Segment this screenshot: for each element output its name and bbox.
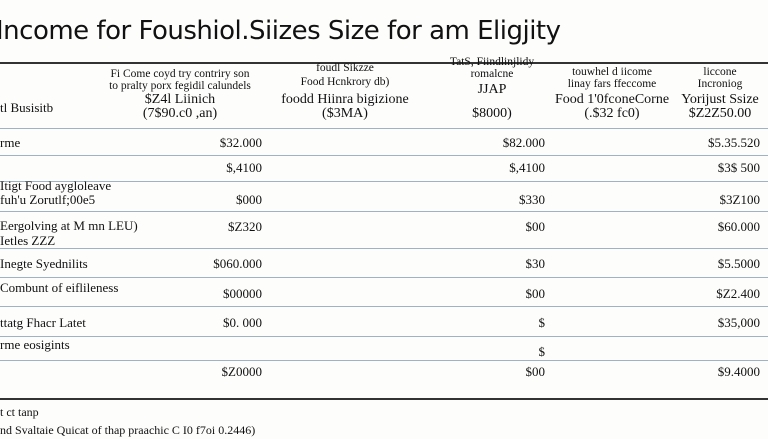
row-divider [0,211,768,212]
rule [0,62,768,64]
title: Income for Foushiol.Siizes Size for am E… [0,16,561,46]
rule [0,398,768,400]
column-header: $8000) [472,106,512,121]
cell-value: $35,000 [717,315,760,330]
column-header: (.$32 fc0) [584,106,640,121]
cell-value: $3$ 500 [717,160,760,175]
column-header: Food 1'0fconeCorne [554,92,670,107]
cell-value: $ [538,315,546,330]
cell-value: $3Z100 [719,192,760,207]
cell-value: $00 [525,286,546,301]
row-label: Combunt of eiflileness [0,280,119,295]
row-label: Ietles ZZZ [0,233,56,248]
column-header: TatS, Fiindlinjlidy [449,56,535,68]
column-header: $Z2Z50.00 [688,106,752,121]
row-label: rme [0,135,21,150]
column-header: Fi Come coyd try contriry son [110,68,250,80]
column-header: JJAP [477,82,507,97]
cell-value: $9.4000 [717,364,760,379]
cell-value: $82.000 [502,135,545,150]
row-label: ttatg Fhacr Latet [0,315,86,330]
cell-value: $00 [525,219,546,234]
cell-value: $ [538,344,546,359]
column-header: foudl Sikzze [316,62,374,74]
column-header: $Z4l Liinich [144,92,216,107]
row-label: fuh'u Zorutlf;00e5 [0,192,96,207]
cell-value: $Z2.400 [716,286,760,301]
row-divider [0,306,768,307]
column-header: (7$90.c0 ,an) [142,106,218,121]
footnote: nd Svaltaie Quicat of thap praachic C I0… [0,423,256,437]
row-divider [0,336,768,337]
row-divider [0,128,768,129]
row-label: rme eosigints [0,337,70,352]
cell-value: $00000 [223,286,262,301]
column-header: linay fars ffeccome [567,78,657,90]
column-header: liccone [703,66,737,78]
cell-value: $30 [525,256,546,271]
row-divider [0,277,768,278]
column-header: to pralty porx fegidil calundels [109,80,251,92]
column-header: Yorijust Ssize [681,92,759,107]
row-divider [0,155,768,156]
cell-value: $Z0000 [221,364,262,379]
cell-value: $060.000 [213,256,262,271]
column-header: touwhel d iicome [572,66,652,78]
cell-value: $00 [525,364,546,379]
cell-value: $5.5000 [717,256,760,271]
row-label: Itigt Food aygloleave [0,178,112,193]
row-divider [0,360,768,361]
row-label: Eergolving at M mn LEU) [0,218,138,233]
column-header: Food Hcnkrory db) [300,76,390,88]
cell-value: $000 [236,192,262,207]
footnote: t ct tanp [0,405,39,419]
cell-value: $,4100 [226,160,262,175]
cell-value: $Z320 [228,219,262,234]
row-label: Inegte Syednilits [0,256,88,271]
cell-value: $60.000 [717,219,760,234]
column-header: ($3MA) [322,106,368,121]
row-divider [0,248,768,249]
column-header: Incroniog [697,78,743,90]
cell-value: $330 [519,192,545,207]
cell-value: $5.35.520 [708,135,760,150]
column-header: romalcne [470,68,514,80]
cell-value: $0. 000 [223,315,262,330]
cell-value: $,4100 [509,160,545,175]
column-header: foodd Hiinra bigizione [281,92,409,107]
row-divider [0,181,768,182]
row-header: tl Busisitb [0,100,54,115]
cell-value: $32.000 [219,135,262,150]
